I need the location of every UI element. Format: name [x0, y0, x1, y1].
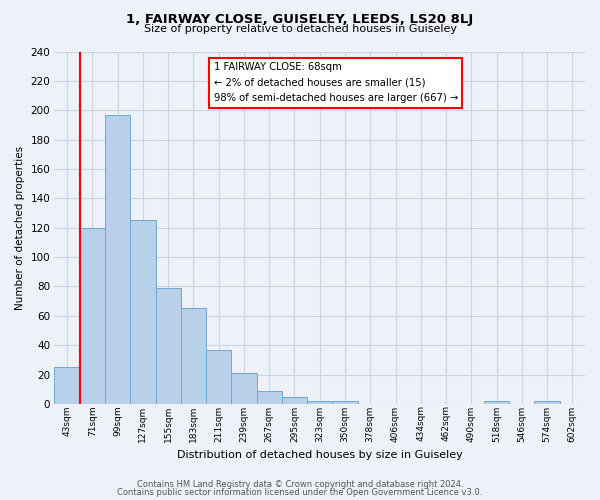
- Bar: [282, 396, 307, 404]
- Text: 1, FAIRWAY CLOSE, GUISELEY, LEEDS, LS20 8LJ: 1, FAIRWAY CLOSE, GUISELEY, LEEDS, LS20 …: [127, 12, 473, 26]
- Bar: [332, 401, 358, 404]
- Y-axis label: Number of detached properties: Number of detached properties: [15, 146, 25, 310]
- Bar: [206, 350, 232, 404]
- Bar: [80, 228, 105, 404]
- Bar: [155, 288, 181, 404]
- Bar: [232, 373, 257, 404]
- Bar: [535, 401, 560, 404]
- Bar: [484, 401, 509, 404]
- Text: 1 FAIRWAY CLOSE: 68sqm
← 2% of detached houses are smaller (15)
98% of semi-deta: 1 FAIRWAY CLOSE: 68sqm ← 2% of detached …: [214, 62, 458, 104]
- Bar: [181, 308, 206, 404]
- Text: Contains public sector information licensed under the Open Government Licence v3: Contains public sector information licen…: [118, 488, 482, 497]
- Bar: [307, 401, 332, 404]
- X-axis label: Distribution of detached houses by size in Guiseley: Distribution of detached houses by size …: [177, 450, 463, 460]
- Bar: [55, 367, 80, 404]
- Bar: [105, 114, 130, 404]
- Text: Contains HM Land Registry data © Crown copyright and database right 2024.: Contains HM Land Registry data © Crown c…: [137, 480, 463, 489]
- Bar: [257, 390, 282, 404]
- Text: Size of property relative to detached houses in Guiseley: Size of property relative to detached ho…: [143, 24, 457, 34]
- Bar: [130, 220, 155, 404]
